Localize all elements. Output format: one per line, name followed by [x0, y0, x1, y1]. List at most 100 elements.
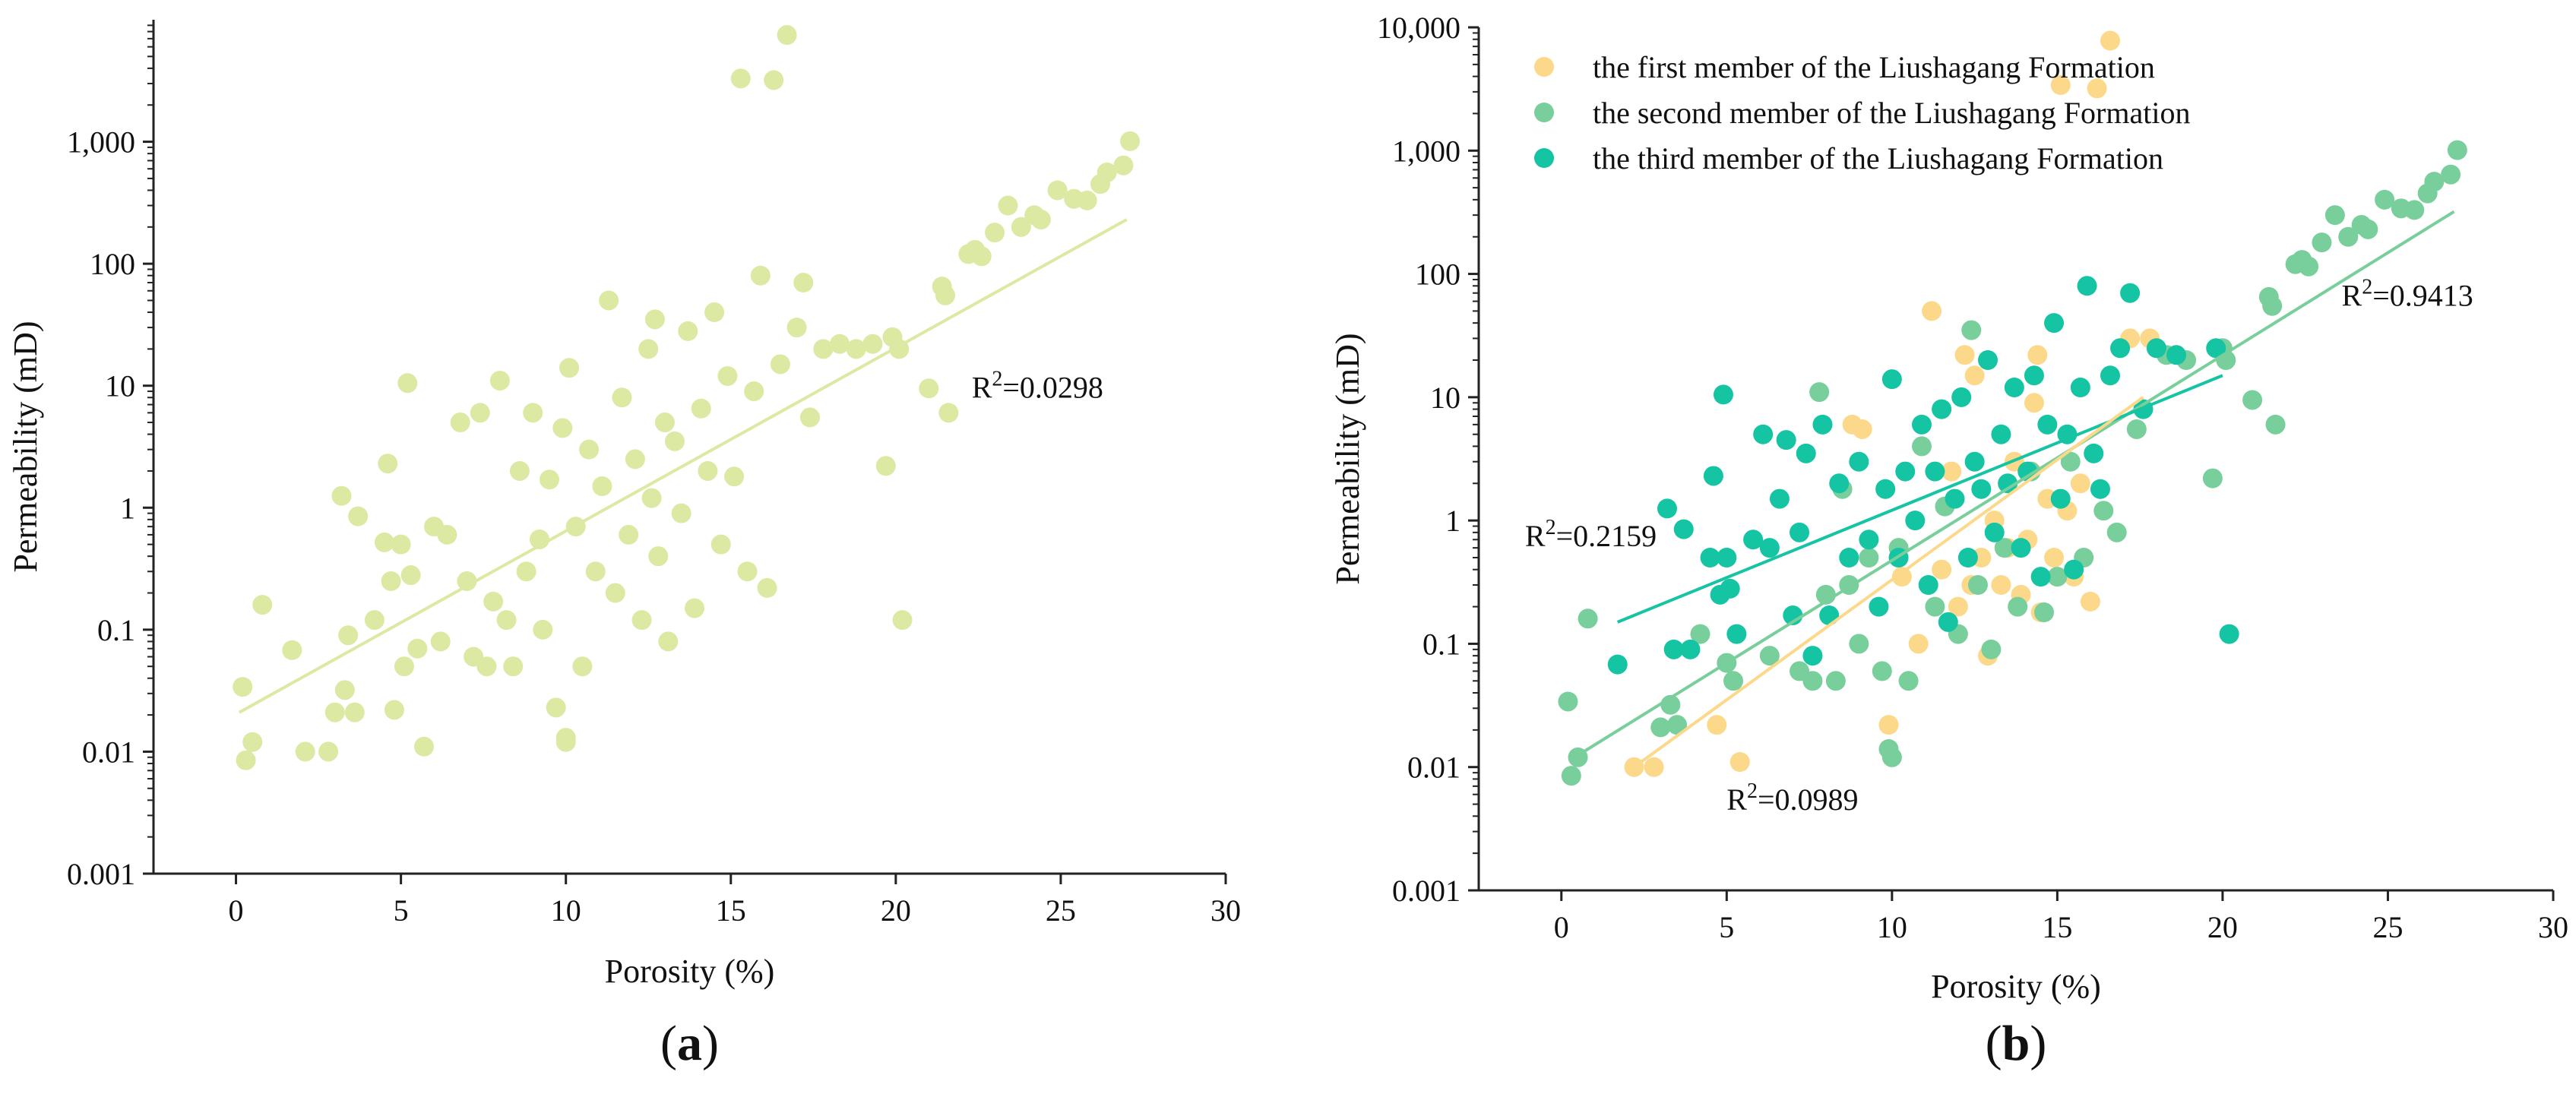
- scatter-point-series-3: [2100, 365, 2120, 386]
- scatter-point-series-3: [1957, 547, 1978, 567]
- scatter-point-series-1: [935, 285, 955, 305]
- y-tick-label: 0.1: [97, 613, 135, 647]
- scatter-point-series-1: [717, 366, 738, 387]
- scatter-point-series-2: [2265, 414, 2286, 435]
- scatter-point-series-1: [1991, 574, 2011, 595]
- scatter-point-series-3: [1812, 414, 1833, 435]
- scatter-point-series-2: [1925, 596, 1945, 617]
- scatter-point-series-3: [1726, 624, 1747, 644]
- scatter-point-series-1: [685, 598, 705, 618]
- scatter-point-series-3: [1971, 479, 1992, 499]
- x-tick-label: 25: [2372, 910, 2403, 944]
- scatter-point-series-1: [1729, 751, 1750, 772]
- scatter-point-series-3: [1700, 547, 1720, 567]
- scatter-point-series-3: [2084, 443, 2104, 463]
- legend-label-3: the third member of the Liushagang Forma…: [1593, 141, 2163, 175]
- scatter-point-series-1: [282, 640, 302, 660]
- scatter-point-series-2: [1967, 574, 1988, 595]
- x-tick-label: 10: [551, 893, 581, 928]
- scatter-point-series-3: [1938, 612, 1958, 632]
- scatter-point-series-1: [605, 583, 625, 603]
- scatter-point-series-1: [457, 571, 477, 591]
- scatter-point-series-3: [1932, 399, 1952, 419]
- scatter-point-series-3: [1743, 530, 1764, 550]
- scatter-point-series-1: [2050, 75, 2071, 96]
- scatter-point-series-1: [648, 546, 669, 567]
- chart-panel-b: 0 5 10 15 20 25 30 0.001 0.01 0.1 1 10 100 1,000 10,00…: [1329, 11, 2568, 1071]
- scatter-point-series-3: [1607, 654, 1628, 675]
- chart-panel-a: 0 5 10 15 20 25 30 0.001 0.01 0.1 1 10 100 1,000 Poros…: [7, 20, 1241, 1071]
- scatter-point-series-3: [1912, 414, 1932, 435]
- scatter-point-series-2: [1578, 609, 1598, 629]
- scatter-point-series-3: [2110, 338, 2131, 359]
- scatter-point-series-1: [476, 656, 497, 677]
- y-tick-label: 1: [120, 491, 135, 525]
- scatter-point-series-1: [1097, 163, 1117, 183]
- scatter-point-series-1: [334, 680, 355, 700]
- scatter-point-series-2: [2312, 232, 2332, 253]
- scatter-point-series-2: [1723, 671, 1744, 691]
- scatter-point-series-2: [2441, 164, 2461, 185]
- scatter-point-series-2: [2358, 219, 2378, 239]
- scatter-point-series-1: [378, 454, 398, 474]
- scatter-point-series-1: [572, 656, 593, 677]
- r-squared-label-3: R2=0.0989: [1726, 779, 1858, 817]
- scatter-point-series-3: [1790, 522, 1810, 542]
- scatter-point-series-1: [638, 339, 659, 359]
- scatter-point-series-1: [338, 625, 359, 646]
- scatter-point-series-3: [2037, 414, 2058, 435]
- scatter-point-series-2: [2242, 390, 2263, 410]
- scatter-point-series-1: [998, 195, 1018, 216]
- scatter-point-series-2: [1809, 382, 1830, 403]
- scatter-point-series-1: [324, 702, 345, 722]
- scatter-point-series-3: [1951, 387, 1972, 407]
- r-squared-label-2: R2=0.2159: [1525, 516, 1657, 553]
- scatter-point-series-1: [757, 577, 777, 598]
- scatter-point-series-3: [2077, 276, 2097, 296]
- scatter-point-series-1: [2044, 547, 2065, 567]
- x-tick-label: 10: [1877, 910, 1907, 944]
- scatter-point-series-1: [724, 466, 745, 487]
- scatter-point-series-3: [1657, 498, 1677, 519]
- scatter-point-series-1: [892, 610, 913, 631]
- scatter-point-series-1: [523, 403, 543, 423]
- scatter-point-series-1: [400, 565, 421, 586]
- scatter-point-series-3: [2004, 378, 2024, 398]
- scatter-point-series-3: [1796, 443, 1816, 463]
- scatter-point-series-3: [1663, 639, 1684, 659]
- legend-label-2: the second member of the Liushagang Form…: [1593, 96, 2190, 130]
- scatter-point-series-2: [1859, 547, 1879, 567]
- scatter-point-series-1: [664, 431, 685, 451]
- scatter-point-series-1: [793, 273, 814, 293]
- scatter-point-series-3: [1673, 519, 1694, 539]
- scatter-point-series-3: [1680, 639, 1701, 659]
- scatter-point-series-3: [1753, 424, 1774, 444]
- scatter-point-series-1: [862, 334, 883, 354]
- scatter-point-series-1: [585, 561, 606, 582]
- scatter-point-series-1: [1120, 131, 1141, 151]
- x-tick-label: 30: [1210, 893, 1241, 928]
- scatter-point-series-1: [1113, 155, 1134, 175]
- scatter-point-series-1: [394, 656, 414, 677]
- scatter-point-series-1: [295, 741, 315, 762]
- panel-label: (a): [660, 1016, 719, 1071]
- scatter-point-series-1: [1644, 757, 1664, 777]
- scatter-point-series-2: [1561, 766, 1581, 786]
- scatter-point-series-1: [414, 736, 435, 757]
- scatter-point-series-1: [559, 358, 580, 378]
- scatter-point-series-1: [704, 302, 725, 323]
- x-tick-label: 5: [1719, 910, 1734, 944]
- scatter-point-series-3: [1895, 461, 1916, 482]
- scatter-point-series-2: [1898, 671, 1919, 691]
- scatter-point-series-2: [1558, 691, 1578, 712]
- scatter-point-series-1: [1954, 345, 1975, 365]
- scatter-point-series-2: [1981, 639, 2002, 659]
- scatter-point-series-1: [381, 571, 401, 591]
- scatter-point-series-2: [2126, 419, 2147, 439]
- points-layer: [233, 25, 1141, 770]
- scatter-point-series-2: [2047, 567, 2068, 587]
- scatter-point-series-1: [374, 532, 394, 552]
- x-tick-label: 25: [1046, 893, 1076, 928]
- scatter-point-series-3: [1918, 574, 1938, 595]
- scatter-point-series-2: [2424, 172, 2445, 192]
